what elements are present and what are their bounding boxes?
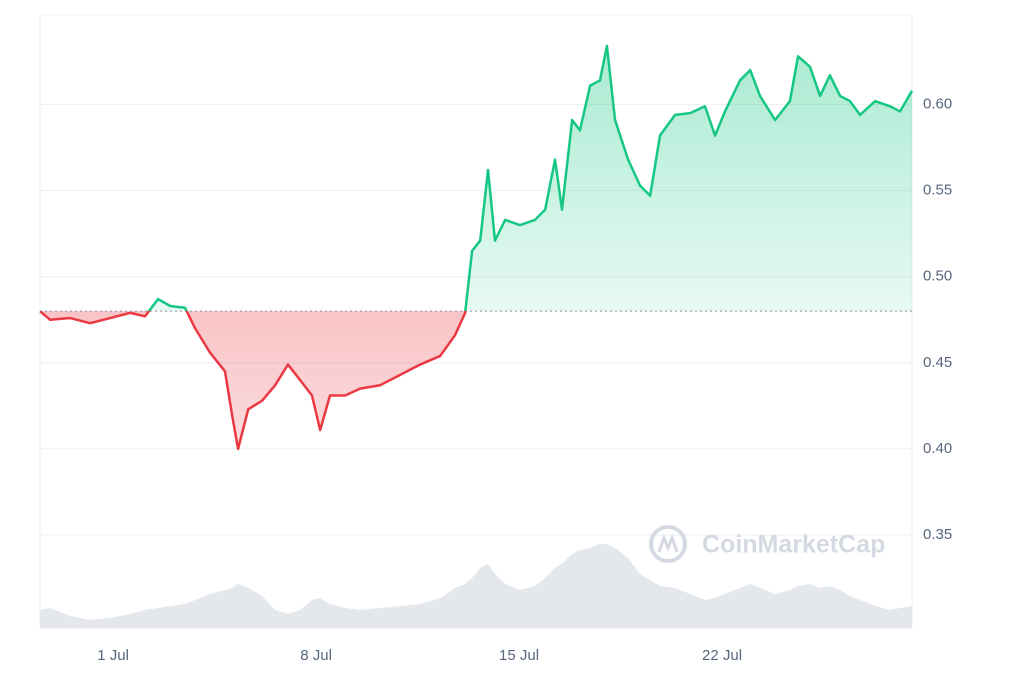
volume-area [40, 544, 912, 628]
x-tick-label: 8 Jul [300, 647, 332, 664]
y-tick-label: 0.60 [923, 96, 952, 113]
y-tick-label: 0.45 [923, 354, 952, 371]
y-tick-label: 0.35 [923, 526, 952, 543]
watermark: CoinMarketCap [649, 525, 885, 563]
y-tick-label: 0.40 [923, 440, 952, 457]
watermark-logo [649, 525, 687, 563]
y-tick-label: 0.50 [923, 268, 952, 285]
x-tick-label: 22 Jul [702, 647, 742, 664]
x-tick-label: 15 Jul [499, 647, 539, 664]
y-tick-label: 0.55 [923, 182, 952, 199]
watermark-text: CoinMarketCap [702, 531, 885, 559]
price-line [39, 44, 914, 451]
watermark-logo-mark [657, 533, 679, 553]
x-tick-label: 1 Jul [97, 647, 129, 664]
